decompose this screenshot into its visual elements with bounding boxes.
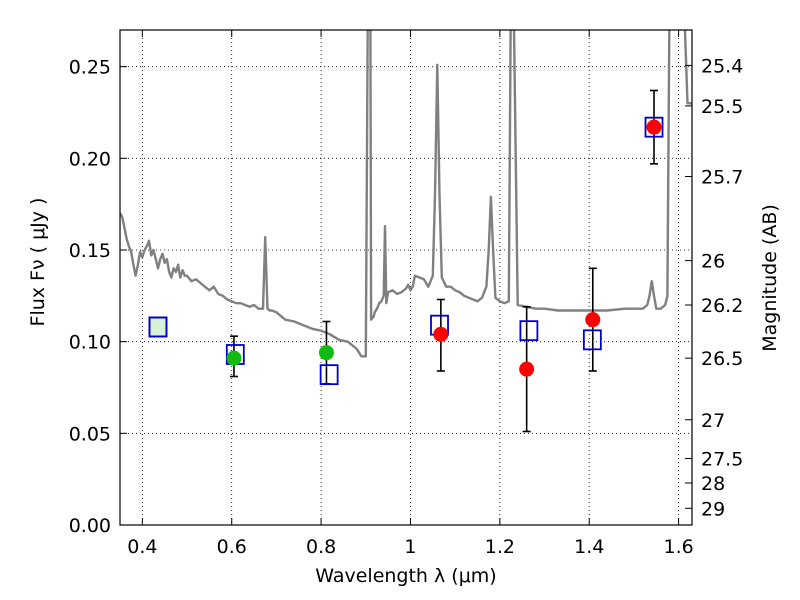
model-spectrum-line — [120, 30, 692, 358]
y-tick-label: 0.05 — [69, 423, 111, 445]
data-point-circle — [433, 326, 449, 342]
x-tick-label: 0.8 — [306, 536, 336, 558]
right-axis-title: Magnitude (AB) — [759, 204, 781, 352]
grid-lines — [120, 30, 692, 526]
right-tick-label: 25.7 — [701, 166, 743, 188]
y-axis-title: Flux Fν ( μJy ) — [27, 198, 49, 327]
data-point-square — [582, 329, 602, 351]
data-point-square — [644, 116, 664, 138]
x-tick-label: 1.4 — [574, 536, 604, 558]
data-point-square — [148, 316, 168, 338]
y-axis-ticks: 0.00 0.05 0.10 0.15 0.20 0.25 — [69, 57, 127, 537]
x-tick-label: 1.6 — [663, 536, 693, 558]
y-tick-label: 0.25 — [69, 57, 111, 79]
x-axis-ticks: 0.4 0.6 0.8 1 1.2 1.4 1.6 — [127, 30, 694, 558]
x-axis-title: Wavelength λ (μm) — [315, 565, 496, 587]
x-tick-label: 0.4 — [127, 536, 157, 558]
y-tick-label: 0.15 — [69, 240, 111, 262]
data-point-circle — [646, 119, 662, 135]
right-tick-label: 27.5 — [701, 448, 743, 470]
markers-layer — [148, 116, 664, 386]
right-tick-label: 28 — [701, 473, 725, 495]
right-tick-label: 26.2 — [701, 295, 743, 317]
right-tick-label: 27 — [701, 410, 725, 432]
data-point-square — [519, 320, 539, 342]
right-tick-label: 25.5 — [701, 96, 743, 118]
data-point-circle — [318, 345, 334, 361]
x-tick-label: 1 — [404, 536, 416, 558]
error-bars-layer — [229, 89, 659, 433]
plot-frame — [119, 29, 693, 526]
right-tick-label: 26 — [701, 251, 725, 273]
right-axis-ticks: 25.4 25.5 25.7 26 26.2 26.5 27 27.5 28 29 — [685, 55, 743, 520]
y-tick-label: 0.10 — [69, 332, 111, 354]
y-tick-label: 0.20 — [69, 148, 111, 170]
x-tick-label: 1.2 — [485, 536, 515, 558]
right-tick-label: 29 — [701, 498, 725, 520]
data-point-circle — [226, 350, 242, 366]
x-tick-label: 0.6 — [217, 536, 247, 558]
data-point-circle — [519, 361, 535, 377]
right-tick-label: 26.5 — [701, 348, 743, 370]
data-point-circle — [585, 312, 601, 328]
data-point-square — [319, 364, 339, 386]
right-tick-label: 25.4 — [701, 55, 743, 77]
y-tick-label: 0.00 — [69, 515, 111, 537]
model-spectrum-layer — [120, 30, 692, 358]
